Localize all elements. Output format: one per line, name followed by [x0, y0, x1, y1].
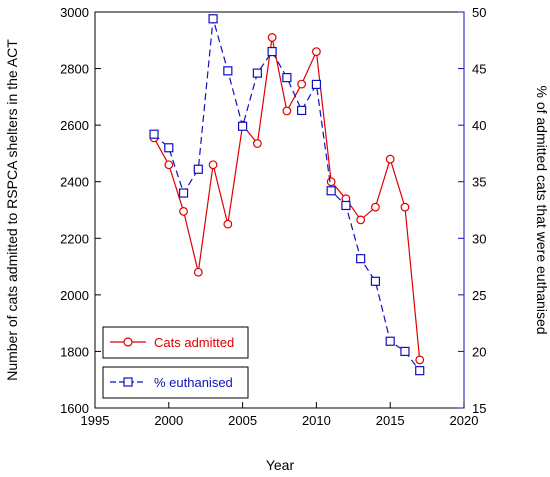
right-y-tick-label: 20 [472, 344, 486, 359]
point-euthanised-2006 [252, 68, 262, 78]
point-euthanised-2010 [311, 79, 321, 90]
x-tick-label: 2005 [228, 413, 257, 428]
right-y-tick-label: 35 [472, 175, 486, 190]
legend-marker-euthanised [123, 377, 133, 387]
point-euthanised-2017 [415, 366, 425, 376]
point-euthanised-2015 [385, 336, 395, 346]
left-y-tick-label: 1600 [60, 401, 89, 416]
point-euthanised-2002 [193, 164, 203, 174]
legend-entry-cats-admitted: Cats admitted [102, 326, 249, 359]
x-tick-label: 2020 [450, 413, 479, 428]
point-cats-admitted-2013 [356, 215, 366, 225]
point-cats-admitted-2015 [385, 154, 395, 164]
point-cats-admitted-2017 [415, 355, 425, 365]
legend-entry-euthanised: % euthanised [102, 366, 249, 399]
point-euthanised-2013 [356, 254, 366, 264]
left-y-tick-label: 2600 [60, 118, 89, 133]
x-tick-label: 1995 [81, 413, 110, 428]
point-cats-admitted-2010 [312, 47, 321, 56]
left-y-tick-label: 1800 [60, 344, 89, 359]
point-euthanised-2016 [400, 346, 410, 357]
x-axis: 1995 2000 2005 2010 2015 2020 [81, 402, 479, 428]
left-y-axis: 1600 1800 2000 2200 2400 2600 2800 3000 [60, 5, 101, 416]
point-euthanised-2012 [341, 200, 351, 211]
point-cats-admitted-2011 [326, 177, 336, 187]
point-euthanised-2011 [326, 186, 336, 196]
right-y-tick-label: 25 [472, 288, 486, 303]
point-cats-admitted-2004 [223, 219, 233, 229]
left-y-tick-label: 2000 [60, 288, 89, 303]
x-tick-label: 2000 [154, 413, 183, 428]
right-y-axis: 15 20 25 30 35 40 45 50 [458, 5, 486, 416]
legend-label-cats-admitted: Cats admitted [154, 335, 234, 350]
left-y-tick-label: 2400 [60, 175, 89, 190]
point-cats-admitted-2014 [371, 202, 380, 212]
point-euthanised-2004 [223, 66, 233, 76]
right-y-axis-label: % of admitted cats that were euthanised [534, 85, 550, 334]
point-euthanised-2000 [164, 143, 174, 153]
point-cats-admitted-2006 [252, 139, 262, 148]
right-y-tick-label: 40 [472, 118, 486, 133]
left-y-tick-label: 2800 [60, 62, 89, 77]
point-cats-admitted-2016 [400, 202, 410, 212]
right-y-tick-label: 45 [472, 62, 486, 77]
point-cats-admitted-2007 [267, 33, 277, 42]
point-euthanised-2005 [238, 121, 248, 131]
point-euthanised-1999 [149, 129, 159, 139]
right-y-tick-label: 15 [472, 401, 486, 416]
point-cats-admitted-2002 [193, 267, 203, 277]
left-y-tick-label: 3000 [60, 5, 89, 20]
point-euthanised-2008 [282, 73, 292, 83]
point-euthanised-2009 [297, 105, 307, 116]
point-euthanised-2014 [370, 276, 381, 286]
point-cats-admitted-2000 [164, 160, 174, 170]
left-y-axis-label: Number of cats admitted to RSPCA shelter… [4, 39, 20, 381]
legend-marker-cats-admitted [123, 337, 133, 347]
point-cats-admitted-2003 [208, 160, 218, 170]
point-euthanised-2003 [208, 14, 218, 24]
right-y-tick-label: 50 [472, 5, 486, 20]
legend-label-euthanised: % euthanised [154, 375, 233, 390]
point-cats-admitted-2008 [282, 106, 292, 116]
point-euthanised-2001 [178, 188, 189, 198]
x-tick-label: 2010 [302, 413, 331, 428]
series-line-cats-admitted [153, 37, 421, 360]
point-euthanised-2007 [267, 46, 277, 57]
point-cats-admitted-2001 [179, 207, 188, 216]
right-y-tick-label: 30 [472, 231, 486, 246]
left-y-tick-label: 2200 [60, 231, 89, 246]
x-tick-label: 2015 [376, 413, 405, 428]
point-cats-admitted-2009 [297, 79, 307, 89]
x-axis-label: Year [266, 457, 295, 473]
series-layer [149, 14, 425, 376]
